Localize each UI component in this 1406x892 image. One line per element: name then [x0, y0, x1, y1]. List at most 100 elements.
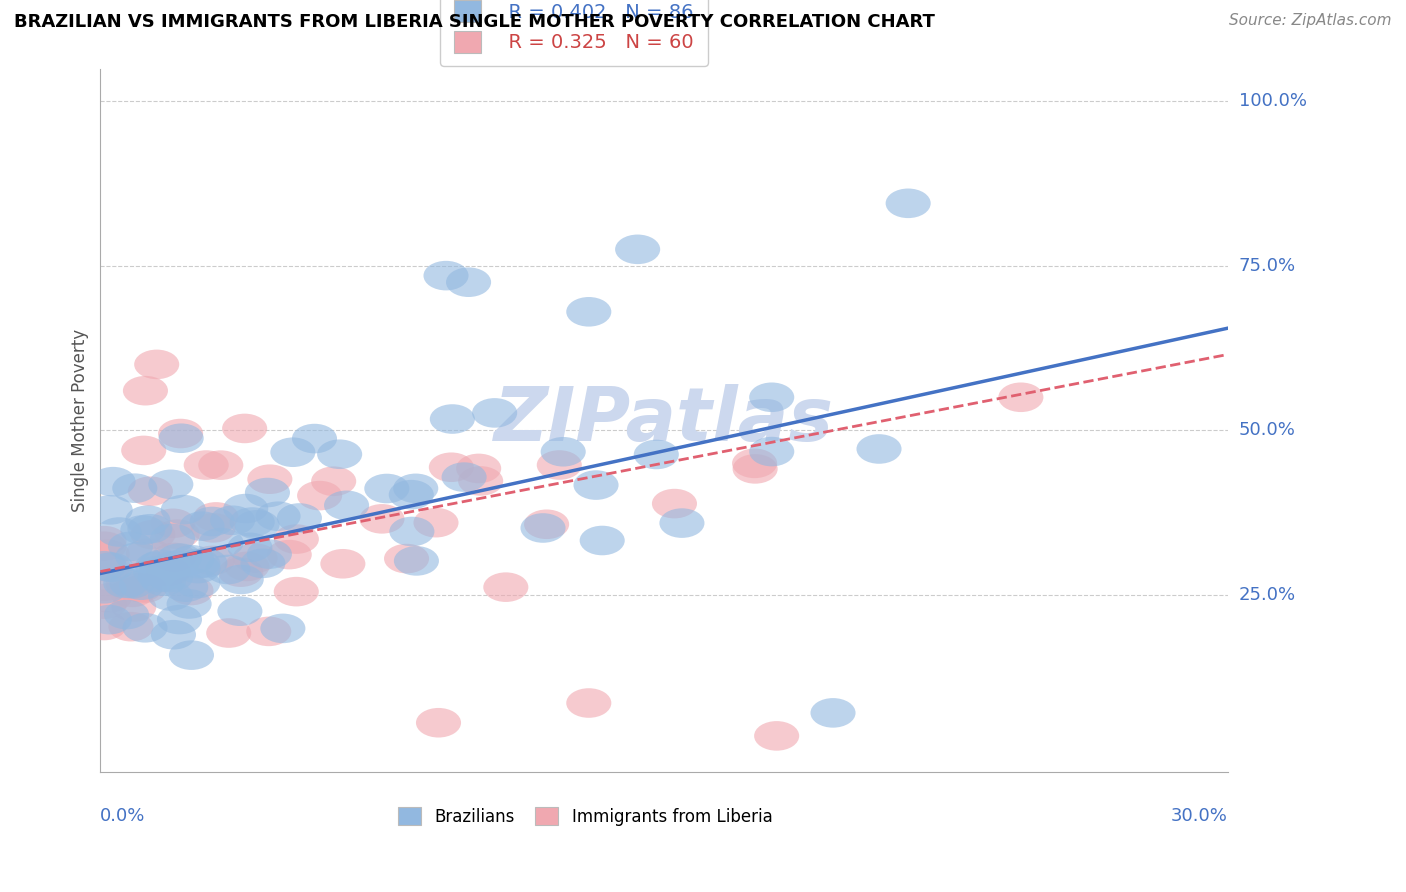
Ellipse shape — [157, 543, 202, 573]
Ellipse shape — [86, 552, 131, 582]
Ellipse shape — [733, 449, 778, 478]
Ellipse shape — [389, 516, 434, 546]
Ellipse shape — [89, 552, 134, 582]
Ellipse shape — [134, 350, 179, 379]
Ellipse shape — [112, 474, 157, 503]
Ellipse shape — [105, 570, 150, 599]
Ellipse shape — [225, 551, 270, 582]
Ellipse shape — [416, 708, 461, 738]
Ellipse shape — [157, 605, 202, 634]
Ellipse shape — [122, 613, 167, 642]
Ellipse shape — [111, 592, 156, 622]
Ellipse shape — [139, 557, 184, 587]
Ellipse shape — [520, 513, 565, 543]
Ellipse shape — [82, 611, 127, 640]
Ellipse shape — [256, 501, 301, 531]
Text: 100.0%: 100.0% — [1239, 93, 1306, 111]
Text: BRAZILIAN VS IMMIGRANTS FROM LIBERIA SINGLE MOTHER POVERTY CORRELATION CHART: BRAZILIAN VS IMMIGRANTS FROM LIBERIA SIN… — [14, 13, 935, 31]
Ellipse shape — [128, 514, 173, 543]
Ellipse shape — [245, 478, 290, 508]
Ellipse shape — [218, 597, 263, 626]
Ellipse shape — [190, 546, 235, 575]
Ellipse shape — [321, 549, 366, 579]
Ellipse shape — [82, 532, 127, 561]
Ellipse shape — [82, 526, 127, 556]
Ellipse shape — [235, 510, 280, 540]
Ellipse shape — [82, 574, 127, 604]
Ellipse shape — [152, 542, 197, 573]
Ellipse shape — [176, 569, 221, 599]
Ellipse shape — [267, 540, 312, 569]
Ellipse shape — [205, 555, 250, 584]
Ellipse shape — [122, 574, 167, 603]
Ellipse shape — [207, 618, 252, 648]
Ellipse shape — [169, 545, 214, 574]
Ellipse shape — [652, 489, 697, 518]
Ellipse shape — [749, 437, 794, 467]
Ellipse shape — [297, 481, 342, 510]
Ellipse shape — [224, 494, 269, 524]
Ellipse shape — [388, 480, 434, 509]
Ellipse shape — [150, 508, 195, 538]
Ellipse shape — [423, 260, 468, 291]
Ellipse shape — [394, 474, 439, 503]
Text: 0.0%: 0.0% — [100, 807, 146, 825]
Legend: Brazilians, Immigrants from Liberia: Brazilians, Immigrants from Liberia — [389, 798, 780, 834]
Ellipse shape — [292, 424, 337, 453]
Ellipse shape — [131, 520, 176, 549]
Ellipse shape — [364, 474, 409, 503]
Ellipse shape — [886, 188, 931, 219]
Ellipse shape — [277, 503, 322, 533]
Ellipse shape — [537, 450, 582, 480]
Ellipse shape — [150, 524, 195, 553]
Ellipse shape — [90, 467, 135, 497]
Text: 25.0%: 25.0% — [1239, 585, 1296, 604]
Ellipse shape — [138, 563, 183, 592]
Ellipse shape — [127, 538, 172, 567]
Ellipse shape — [260, 614, 305, 643]
Ellipse shape — [246, 616, 291, 646]
Ellipse shape — [190, 507, 235, 536]
Ellipse shape — [163, 573, 208, 602]
Ellipse shape — [567, 689, 612, 718]
Ellipse shape — [108, 612, 153, 641]
Ellipse shape — [159, 424, 204, 453]
Ellipse shape — [110, 578, 155, 607]
Ellipse shape — [146, 557, 191, 586]
Ellipse shape — [157, 418, 202, 449]
Ellipse shape — [87, 605, 132, 634]
Ellipse shape — [456, 454, 501, 483]
Ellipse shape — [194, 502, 239, 532]
Ellipse shape — [458, 467, 503, 496]
Ellipse shape — [754, 721, 799, 751]
Ellipse shape — [84, 540, 129, 569]
Ellipse shape — [394, 546, 439, 575]
Ellipse shape — [429, 452, 474, 482]
Ellipse shape — [82, 572, 127, 601]
Ellipse shape — [118, 573, 163, 602]
Ellipse shape — [82, 551, 127, 581]
Ellipse shape — [108, 532, 153, 561]
Ellipse shape — [209, 506, 256, 535]
Ellipse shape — [222, 414, 267, 443]
Ellipse shape — [169, 640, 214, 670]
Ellipse shape — [413, 508, 458, 538]
Ellipse shape — [82, 590, 127, 619]
Ellipse shape — [176, 549, 221, 578]
Ellipse shape — [121, 515, 166, 545]
Ellipse shape — [614, 235, 661, 264]
Ellipse shape — [659, 508, 704, 538]
Ellipse shape — [184, 450, 229, 480]
Ellipse shape — [169, 575, 214, 606]
Ellipse shape — [749, 383, 794, 412]
Ellipse shape — [132, 557, 177, 586]
Ellipse shape — [318, 440, 363, 469]
Ellipse shape — [810, 698, 856, 728]
Ellipse shape — [87, 495, 132, 524]
Ellipse shape — [270, 437, 315, 467]
Ellipse shape — [524, 509, 569, 539]
Ellipse shape — [634, 440, 679, 469]
Ellipse shape — [229, 508, 274, 537]
Ellipse shape — [323, 491, 370, 520]
Ellipse shape — [110, 569, 155, 599]
